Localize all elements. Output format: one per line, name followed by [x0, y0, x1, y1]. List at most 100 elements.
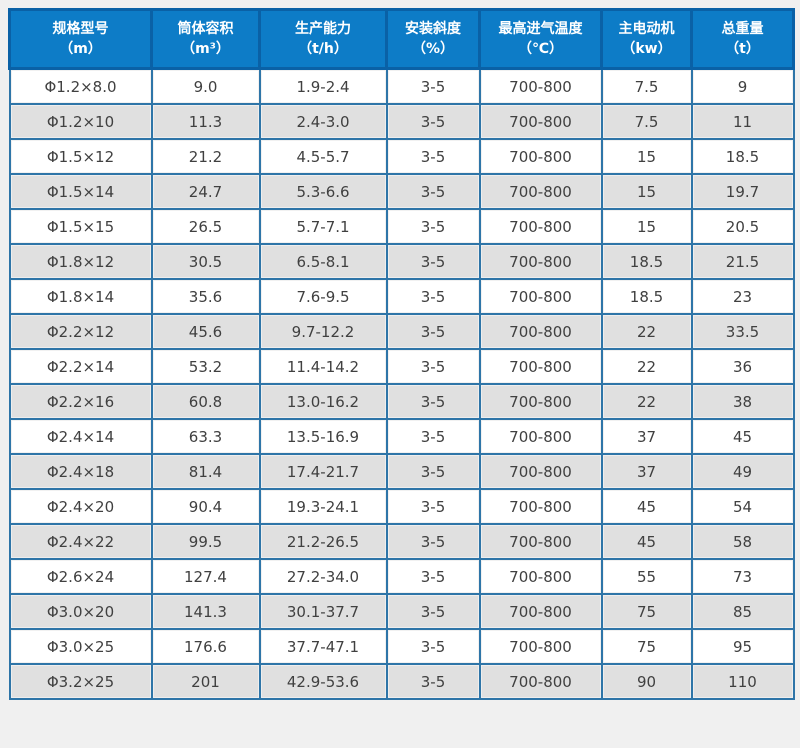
- table-row: Φ2.4×18 81.4 17.4-21.7 3-5 700-800 37 49: [8, 453, 795, 490]
- table-cell: 37.7-47.1: [258, 628, 388, 665]
- table-cell: 81.4: [150, 453, 261, 490]
- table-cell: 85: [690, 593, 795, 630]
- table-row: Φ1.5×15 26.5 5.7-7.1 3-5 700-800 15 20.5: [8, 208, 795, 245]
- table-cell: 33.5: [690, 313, 795, 350]
- table-cell: 22: [600, 313, 693, 350]
- header-row: 规格型号 （m） 筒体容积 （m³） 生产能力 （t/h） 安装斜度 （%） 最高进气温度 （℃）…: [8, 8, 795, 70]
- table-row: Φ1.8×12 30.5 6.5-8.1 3-5 700-800 18.5 21.5: [8, 243, 795, 280]
- table-cell: 7.6-9.5: [258, 278, 388, 315]
- column-header: 安装斜度 （%）: [385, 8, 481, 70]
- table-cell: 18.5: [600, 243, 693, 280]
- table-cell: 21.2: [150, 138, 261, 175]
- table-cell: 700-800: [478, 663, 603, 700]
- model-cell: Φ1.5×14: [8, 173, 153, 210]
- table-row: Φ2.2×14 53.2 11.4-14.2 3-5 700-800 22 36: [8, 348, 795, 385]
- table-cell: 700-800: [478, 67, 603, 105]
- table-cell: 3-5: [385, 383, 481, 420]
- model-cell: Φ2.6×24: [8, 558, 153, 595]
- table-cell: 3-5: [385, 418, 481, 455]
- model-cell: Φ1.8×14: [8, 278, 153, 315]
- model-cell: Φ1.2×8.0: [8, 67, 153, 105]
- table-cell: 37: [600, 453, 693, 490]
- model-cell: Φ3.2×25: [8, 663, 153, 700]
- table-cell: 3-5: [385, 453, 481, 490]
- table-cell: 13.0-16.2: [258, 383, 388, 420]
- column-header: 最高进气温度 （℃）: [478, 8, 603, 70]
- column-header: 筒体容积 （m³）: [150, 8, 261, 70]
- model-cell: Φ1.5×15: [8, 208, 153, 245]
- table-cell: 24.7: [150, 173, 261, 210]
- table-cell: 3-5: [385, 173, 481, 210]
- table-cell: 7.5: [600, 67, 693, 105]
- table-cell: 3-5: [385, 243, 481, 280]
- spec-table: 规格型号 （m） 筒体容积 （m³） 生产能力 （t/h） 安装斜度 （%） 最高进气温度 （℃）…: [8, 8, 795, 700]
- table-row: Φ1.5×12 21.2 4.5-5.7 3-5 700-800 15 18.5: [8, 138, 795, 175]
- table-cell: 36: [690, 348, 795, 385]
- table-row: Φ2.4×22 99.5 21.2-26.5 3-5 700-800 45 58: [8, 523, 795, 560]
- table-cell: 60.8: [150, 383, 261, 420]
- table-cell: 700-800: [478, 628, 603, 665]
- table-row: Φ3.0×20 141.3 30.1-37.7 3-5 700-800 75 85: [8, 593, 795, 630]
- column-header-unit: （℃）: [518, 41, 563, 57]
- table-cell: 700-800: [478, 208, 603, 245]
- model-cell: Φ2.4×20: [8, 488, 153, 525]
- column-header-label: 最高进气温度: [498, 21, 583, 37]
- table-cell: 15: [600, 173, 693, 210]
- column-header-unit: （t/h）: [298, 41, 348, 57]
- table-cell: 21.2-26.5: [258, 523, 388, 560]
- table-cell: 75: [600, 593, 693, 630]
- table-cell: 700-800: [478, 418, 603, 455]
- model-cell: Φ2.2×16: [8, 383, 153, 420]
- table-row: Φ2.6×24 127.4 27.2-34.0 3-5 700-800 55 73: [8, 558, 795, 595]
- column-header: 总重量 （t）: [690, 8, 795, 70]
- table-cell: 5.3-6.6: [258, 173, 388, 210]
- table-cell: 700-800: [478, 593, 603, 630]
- table-row: Φ3.0×25 176.6 37.7-47.1 3-5 700-800 75 95: [8, 628, 795, 665]
- table-cell: 90: [600, 663, 693, 700]
- table-cell: 3-5: [385, 138, 481, 175]
- table-cell: 11.3: [150, 103, 261, 140]
- table-cell: 3-5: [385, 523, 481, 560]
- table-cell: 30.1-37.7: [258, 593, 388, 630]
- table-cell: 90.4: [150, 488, 261, 525]
- spec-table-page: 规格型号 （m） 筒体容积 （m³） 生产能力 （t/h） 安装斜度 （%） 最高进气温度 （℃）…: [8, 8, 795, 700]
- table-cell: 38: [690, 383, 795, 420]
- table-cell: 11.4-14.2: [258, 348, 388, 385]
- column-header-label: 生产能力: [295, 21, 351, 37]
- column-header-label: 总重量: [721, 21, 764, 37]
- table-cell: 45: [600, 488, 693, 525]
- column-header-unit: （kw）: [621, 41, 672, 57]
- table-cell: 9: [690, 67, 795, 105]
- table-cell: 53.2: [150, 348, 261, 385]
- table-row: Φ2.2×12 45.6 9.7-12.2 3-5 700-800 22 33.5: [8, 313, 795, 350]
- table-cell: 19.7: [690, 173, 795, 210]
- table-cell: 99.5: [150, 523, 261, 560]
- table-cell: 45.6: [150, 313, 261, 350]
- table-cell: 54: [690, 488, 795, 525]
- table-cell: 23: [690, 278, 795, 315]
- table-cell: 15: [600, 138, 693, 175]
- table-cell: 3-5: [385, 628, 481, 665]
- table-cell: 18.5: [600, 278, 693, 315]
- table-cell: 63.3: [150, 418, 261, 455]
- table-cell: 700-800: [478, 488, 603, 525]
- table-cell: 700-800: [478, 173, 603, 210]
- table-cell: 27.2-34.0: [258, 558, 388, 595]
- column-header-label: 规格型号: [52, 21, 109, 37]
- table-cell: 1.9-2.4: [258, 67, 388, 105]
- table-cell: 700-800: [478, 103, 603, 140]
- table-row: Φ1.8×14 35.6 7.6-9.5 3-5 700-800 18.5 23: [8, 278, 795, 315]
- table-row: Φ2.2×16 60.8 13.0-16.2 3-5 700-800 22 38: [8, 383, 795, 420]
- table-row: Φ1.2×8.0 9.0 1.9-2.4 3-5 700-800 7.5 9: [8, 67, 795, 105]
- column-header-label: 安装斜度: [405, 21, 461, 37]
- table-cell: 19.3-24.1: [258, 488, 388, 525]
- model-cell: Φ2.4×14: [8, 418, 153, 455]
- table-cell: 700-800: [478, 138, 603, 175]
- table-body: Φ1.2×8.0 9.0 1.9-2.4 3-5 700-800 7.5 9 Φ1.2×10 1…: [8, 67, 795, 700]
- table-cell: 45: [690, 418, 795, 455]
- table-cell: 700-800: [478, 313, 603, 350]
- table-cell: 15: [600, 208, 693, 245]
- table-cell: 3-5: [385, 348, 481, 385]
- table-cell: 20.5: [690, 208, 795, 245]
